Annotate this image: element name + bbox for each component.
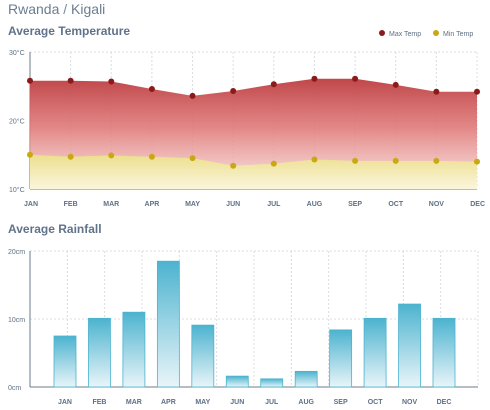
rain-x-tick: DEC <box>437 399 452 406</box>
min-temp-point <box>189 155 196 162</box>
temp-x-tick: SEP <box>348 201 362 208</box>
country-name: Rwanda <box>8 1 60 17</box>
rainfall-bar <box>122 311 146 388</box>
min-temp-point <box>230 162 237 169</box>
max-temp-point <box>230 88 237 95</box>
rain-x-tick: OCT <box>368 399 384 406</box>
max-temp-point <box>189 92 196 99</box>
temp-x-tick: JUL <box>267 201 281 208</box>
min-temp-point <box>67 153 74 160</box>
rainfall-chart-title: Average Rainfall <box>8 222 102 236</box>
max-temp-point <box>67 77 74 84</box>
rainfall-bar <box>432 317 456 388</box>
min-temp-point <box>27 151 33 158</box>
min-temp-point <box>311 156 318 163</box>
legend-max-label: Max Temp <box>389 31 421 38</box>
rainfall-bar <box>294 370 318 388</box>
legend-min-label: Min Temp <box>443 31 473 38</box>
header-separator: / <box>63 1 68 17</box>
rain-x-tick: AUG <box>298 399 314 406</box>
min-temp-point <box>352 157 359 164</box>
rain-x-tick: JAN <box>58 399 72 406</box>
min-temp-point <box>108 152 115 159</box>
city-name: Kigali <box>71 1 106 17</box>
temp-y-tick: 10°C <box>9 186 25 194</box>
rain-x-tick: FEB <box>92 399 106 406</box>
temp-x-tick: FEB <box>64 201 78 208</box>
min-temp-point <box>474 158 480 165</box>
rainfall-bar <box>260 378 284 388</box>
max-temp-point <box>433 88 440 95</box>
rain-x-tick: JUL <box>265 399 279 406</box>
max-temp-point <box>27 77 33 84</box>
rain-x-tick: MAR <box>126 399 142 406</box>
temperature-legend: Max Temp Min Temp <box>379 30 473 38</box>
rain-x-tick: SEP <box>334 399 348 406</box>
rainfall-bar <box>363 317 387 388</box>
page-header: Rwanda / Kigali <box>8 1 105 17</box>
rainfall-bar <box>398 303 421 388</box>
max-temp-point <box>311 75 318 82</box>
max-temp-point <box>474 88 480 95</box>
temp-x-tick: JUN <box>226 201 240 208</box>
rainfall-bar <box>156 260 180 388</box>
min-temp-point <box>392 157 399 164</box>
legend-max-marker <box>379 30 385 36</box>
rain-x-tick: MAY <box>195 399 210 406</box>
rain-x-tick: APR <box>161 399 176 406</box>
rain-y-tick: 10cm <box>8 317 25 324</box>
temp-x-tick: MAY <box>185 201 200 208</box>
max-temp-point <box>270 81 277 88</box>
rainfall-bar <box>225 375 249 388</box>
min-temp-point <box>148 153 155 160</box>
rainfall-bar <box>53 335 77 388</box>
temp-y-tick: 30°C <box>9 49 25 57</box>
min-temp-point <box>433 157 440 164</box>
max-temp-point <box>148 85 155 92</box>
temp-y-tick: 20°C <box>9 118 25 126</box>
max-temp-point <box>352 75 359 82</box>
rain-y-tick: 0cm <box>8 385 21 392</box>
rainfall-bar <box>191 324 215 388</box>
legend-min-marker <box>433 30 439 36</box>
temp-x-tick: AUG <box>307 201 323 208</box>
rain-x-tick: NOV <box>402 399 418 406</box>
temperature-chart: 10°C 20°C 30°C JAN FEB MAR APR MAY JUN JUL AUG SEP… <box>9 30 485 208</box>
rain-y-tick: 20cm <box>8 249 25 256</box>
max-temp-point <box>108 78 115 85</box>
temp-x-tick: DEC <box>470 201 485 208</box>
temp-x-tick: APR <box>145 201 160 208</box>
rainfall-bar <box>329 329 353 388</box>
rain-x-tick: JUN <box>230 399 244 406</box>
temp-x-tick: NOV <box>429 201 445 208</box>
min-temp-point <box>270 160 277 167</box>
temp-x-tick: MAR <box>103 201 119 208</box>
min-temp-area <box>30 154 477 189</box>
temperature-chart-title: Average Temperature <box>8 24 131 38</box>
rainfall-bar <box>88 317 111 388</box>
max-temp-point <box>392 81 399 88</box>
temp-x-tick: OCT <box>388 201 404 208</box>
temp-x-tick: JAN <box>24 201 38 208</box>
